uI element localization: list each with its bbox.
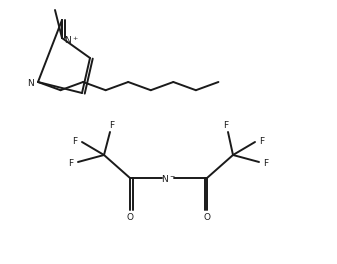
Text: N: N <box>28 79 34 88</box>
Text: N$^-$: N$^-$ <box>161 172 175 183</box>
Text: O: O <box>204 214 211 223</box>
Text: F: F <box>259 136 265 145</box>
Text: F: F <box>223 120 228 130</box>
Text: F: F <box>68 158 73 167</box>
Text: N$^+$: N$^+$ <box>64 34 78 46</box>
Text: F: F <box>110 120 115 130</box>
Text: O: O <box>126 214 133 223</box>
Text: F: F <box>72 136 78 145</box>
Text: F: F <box>264 158 269 167</box>
